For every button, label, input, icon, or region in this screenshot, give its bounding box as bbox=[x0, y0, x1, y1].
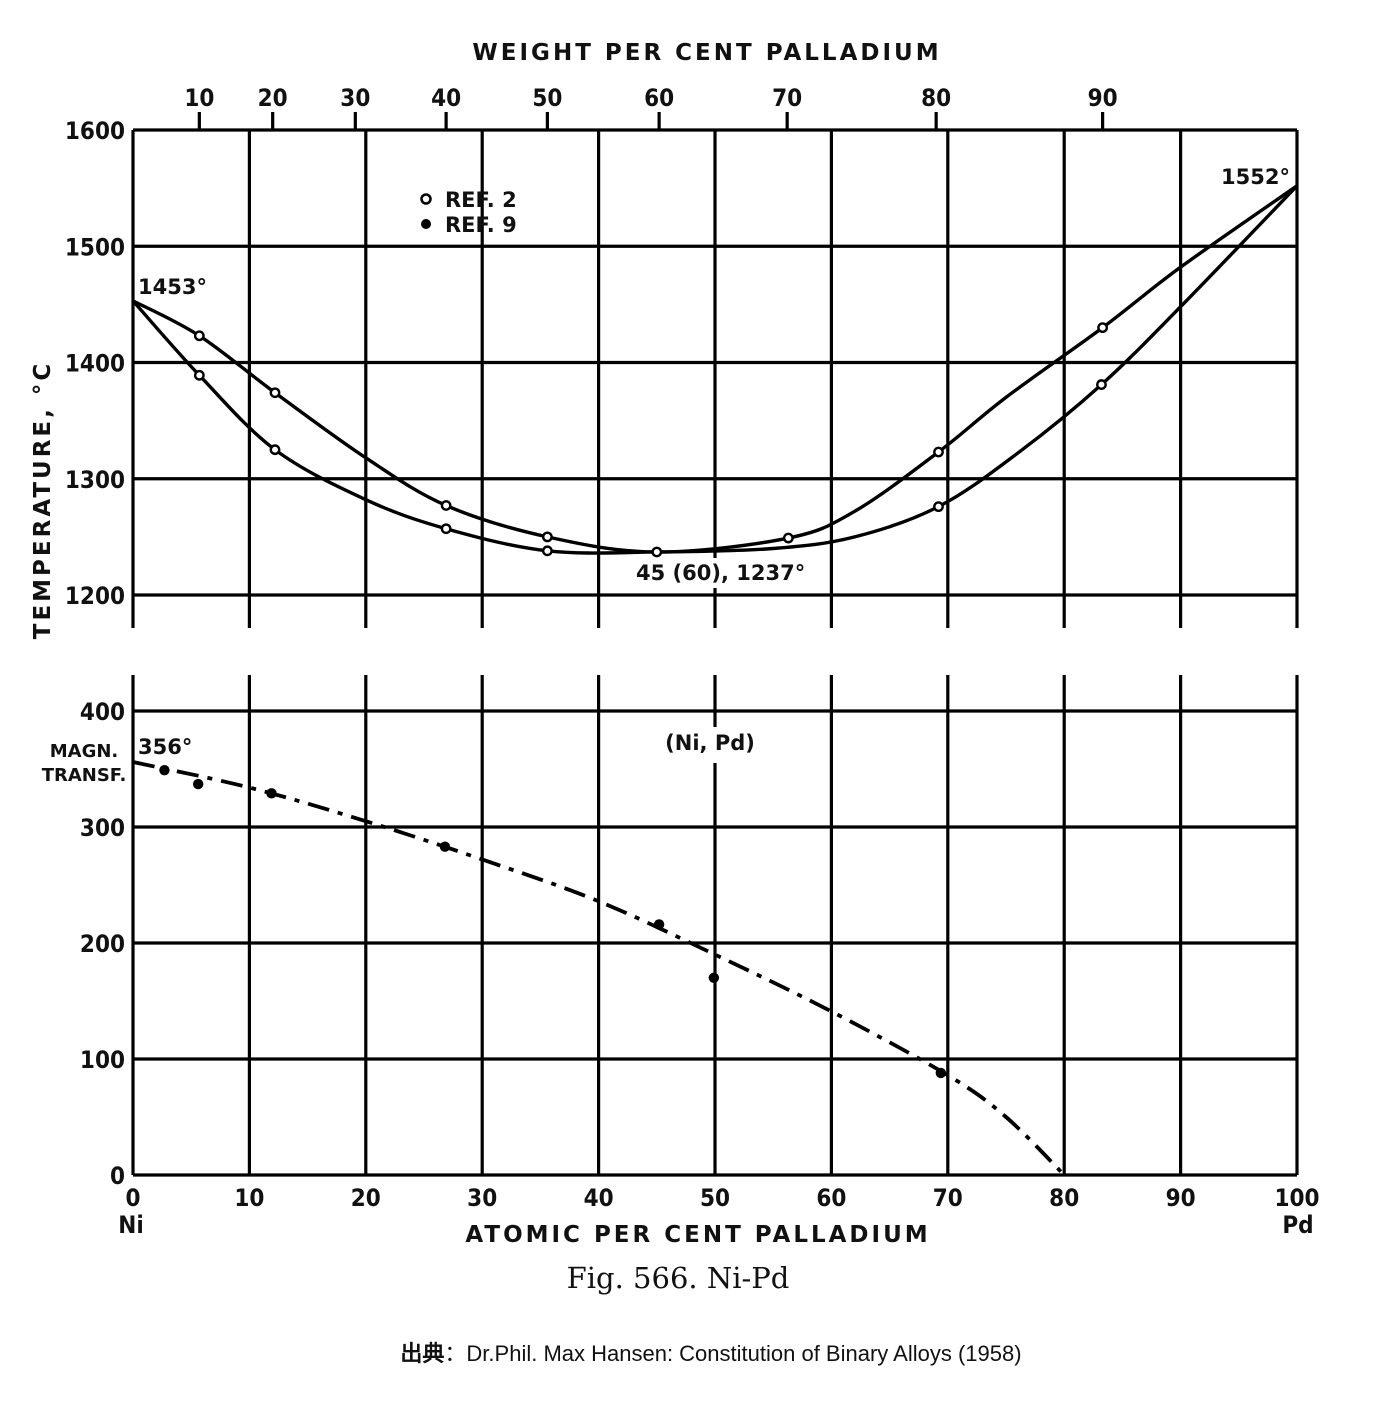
annotation-curie-ni: 356° bbox=[138, 735, 192, 759]
x-end-label-pd: Pd bbox=[1282, 1211, 1313, 1239]
data-markers bbox=[159, 322, 1109, 1079]
solidus-point-0 bbox=[193, 369, 205, 381]
y-tick-label-0: 0 bbox=[110, 1162, 125, 1190]
top-axis-title: WEIGHT PER CENT PALLADIUM bbox=[472, 40, 941, 66]
y-tick-label-200: 200 bbox=[80, 930, 125, 958]
top-tick-label-70: 70 bbox=[772, 84, 802, 112]
liquidus-point-3 bbox=[541, 531, 553, 543]
legend-label-ref9: REF. 9 bbox=[445, 213, 517, 237]
y-tick-label-1600: 1600 bbox=[65, 117, 125, 145]
magnetic-point-3 bbox=[439, 841, 451, 852]
solidus-point-4 bbox=[651, 546, 663, 558]
liquidus-point-6 bbox=[1097, 322, 1109, 334]
magnetic-point-4 bbox=[653, 919, 665, 930]
upper-panel-grid bbox=[131, 112, 1299, 628]
x-tick-label-100: 100 bbox=[1274, 1184, 1319, 1212]
legend-open-circle-icon bbox=[420, 193, 432, 205]
y-tick-label-1300: 1300 bbox=[65, 466, 125, 494]
y-axis-title: TEMPERATURE, °C bbox=[30, 361, 56, 640]
legend-label-ref2: REF. 2 bbox=[445, 188, 517, 212]
top-tick-label-80: 80 bbox=[921, 84, 951, 112]
source-citation: 出典：Dr.Phil. Max Hansen: Constitution of … bbox=[0, 1336, 1378, 1368]
liquidus-point-4 bbox=[782, 532, 794, 544]
annotation-ni-melting-point: 1453° bbox=[138, 275, 207, 299]
solidus-point-6 bbox=[1096, 379, 1107, 390]
figure-title: Fig. 566. Ni-Pd bbox=[566, 1261, 790, 1295]
magn-label-background bbox=[40, 738, 128, 790]
liquidus-point-0 bbox=[193, 330, 205, 342]
liquidus-point-1 bbox=[269, 387, 281, 399]
y-tick-label-1200: 1200 bbox=[65, 582, 125, 610]
y-tick-label-300: 300 bbox=[80, 814, 125, 842]
source-text: ：Dr.Phil. Max Hansen: Constitution of Bi… bbox=[444, 1341, 1022, 1366]
x-tick-label-90: 90 bbox=[1166, 1184, 1196, 1212]
x-tick-label-70: 70 bbox=[933, 1184, 963, 1212]
y-tick-label-1500: 1500 bbox=[65, 233, 125, 261]
magnetic-point-0 bbox=[159, 764, 170, 776]
annotation-minimum: 45 (60), 1237° bbox=[636, 561, 805, 585]
legend: REF. 2 REF. 9 bbox=[420, 188, 517, 237]
top-tick-label-90: 90 bbox=[1088, 84, 1118, 112]
x-tick-label-20: 20 bbox=[351, 1184, 381, 1212]
y-tick-label-400: 400 bbox=[80, 698, 125, 726]
source-prefix: 出典 bbox=[400, 1341, 445, 1366]
x-tick-label-80: 80 bbox=[1049, 1184, 1079, 1212]
magnetic-point-1 bbox=[192, 778, 204, 790]
bottom-axis-title: ATOMIC PER CENT PALLADIUM bbox=[465, 1222, 930, 1248]
top-tick-label-20: 20 bbox=[258, 84, 288, 112]
top-tick-label-50: 50 bbox=[532, 84, 562, 112]
legend-filled-circle-icon bbox=[421, 219, 431, 229]
x-tick-label-10: 10 bbox=[234, 1184, 264, 1212]
x-end-label-ni: Ni bbox=[118, 1211, 143, 1239]
solidus-point-1 bbox=[269, 444, 281, 456]
magnetic-transformation-curve bbox=[132, 760, 1066, 1177]
annotation-pd-melting-point: 1552° bbox=[1221, 165, 1290, 189]
tick-labels: 1200 1300 1400 1500 1600 0 100 200 300 400 0 10 20 30… bbox=[65, 84, 1320, 1212]
magnetic-point-2 bbox=[266, 788, 277, 799]
x-tick-label-40: 40 bbox=[584, 1184, 614, 1212]
solidus-point-5 bbox=[933, 501, 944, 513]
minimum-label-background bbox=[632, 558, 804, 588]
annotation-magn: MAGN. bbox=[50, 741, 119, 762]
magnetic-point-6 bbox=[935, 1067, 947, 1079]
x-tick-label-30: 30 bbox=[467, 1184, 497, 1212]
top-tick-label-30: 30 bbox=[340, 84, 370, 112]
magnetic-point-5 bbox=[708, 972, 720, 983]
top-tick-label-40: 40 bbox=[431, 84, 461, 112]
x-tick-label-60: 60 bbox=[816, 1184, 846, 1212]
y-tick-label-100: 100 bbox=[80, 1046, 125, 1074]
annotation-phase-ni-pd: (Ni, Pd) bbox=[665, 731, 755, 755]
solidus-point-3 bbox=[541, 545, 553, 557]
liquidus-point-5 bbox=[933, 446, 944, 458]
x-tick-label-0: 0 bbox=[125, 1184, 140, 1212]
y-tick-label-1400: 1400 bbox=[65, 350, 125, 378]
top-tick-label-60: 60 bbox=[644, 84, 674, 112]
top-tick-label-10: 10 bbox=[184, 84, 214, 112]
x-tick-label-50: 50 bbox=[700, 1184, 730, 1212]
phase-label-background bbox=[662, 727, 758, 763]
liquidus-point-2 bbox=[440, 500, 452, 511]
annotation-transf: TRANSF. bbox=[42, 765, 127, 786]
solidus-point-2 bbox=[440, 523, 452, 535]
